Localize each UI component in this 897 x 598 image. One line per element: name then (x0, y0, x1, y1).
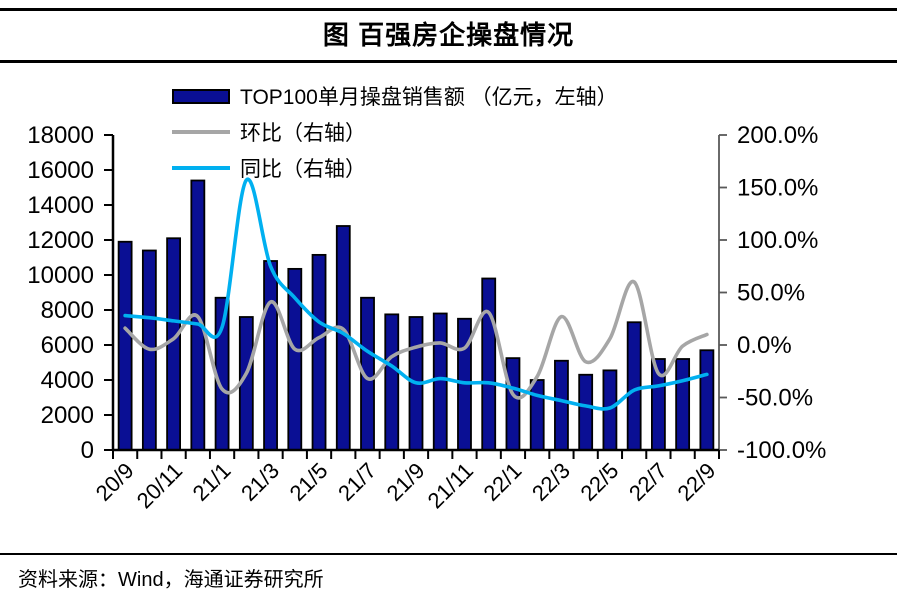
bar (384, 313, 400, 451)
x-axis-tick-label: 22/3 (527, 458, 575, 506)
bar (505, 357, 521, 451)
bar (554, 359, 569, 451)
mom-line (123, 280, 709, 400)
left-axis-tick-label: 0 (81, 437, 94, 464)
legend-item-bars: TOP100单月操盘销售额 （亿元，左轴） (172, 84, 618, 109)
x-axis-tick-label: 21/3 (236, 458, 284, 506)
x-axis-tick-label: 22/7 (624, 458, 672, 506)
right-axis-tick-label: -50.0% (737, 385, 813, 412)
legend-item-mom: 环比（右轴） (172, 120, 618, 145)
left-axis-tick-label: 8000 (41, 297, 94, 324)
bar (529, 379, 545, 451)
left-axis-tick-label: 12000 (27, 227, 94, 254)
legend-label-yoy: 同比（右轴） (240, 158, 366, 181)
source-note: 资料来源：Wind，海通证券研究所 (18, 569, 324, 591)
bar (626, 321, 642, 451)
legend-label-bars: TOP100单月操盘销售额 （亿元，左轴） (240, 86, 618, 109)
x-axis-tick-label: 21/7 (333, 458, 381, 506)
x-axis-tick-label: 21/5 (285, 458, 333, 506)
left-axis-tick-label: 6000 (41, 332, 94, 359)
x-axis-tick-label: 22/9 (672, 458, 720, 506)
x-axis-tick-label: 21/9 (382, 458, 430, 506)
left-axis-tick-label: 10000 (27, 262, 94, 289)
title-rule (0, 60, 897, 63)
bar (481, 277, 497, 451)
figure-title: 图 百强房企操盘情况 (322, 20, 575, 50)
bar (578, 373, 594, 451)
bar (166, 237, 182, 451)
footer-rule (0, 553, 897, 555)
x-axis-tick-label: 20/9 (91, 458, 139, 506)
bar (117, 240, 133, 451)
left-axis-tick-label: 14000 (27, 192, 94, 219)
bar (432, 312, 448, 451)
bar (311, 253, 327, 451)
bar (675, 358, 691, 451)
right-axis-tick-label: 150.0% (737, 175, 818, 202)
left-axis-tick-label: 16000 (27, 157, 94, 184)
legend-line-swatch-yoy (172, 166, 230, 170)
bar (263, 260, 278, 451)
right-axis-tick-label: -100.0% (737, 437, 826, 464)
x-axis-tick-label: 22/1 (479, 458, 527, 506)
legend-bar-swatch (172, 88, 230, 104)
right-axis-tick-label: 50.0% (737, 280, 805, 307)
left-axis-tick-label: 18000 (27, 122, 94, 149)
yoy-line (123, 177, 709, 411)
right-axis-tick-label: 200.0% (737, 122, 818, 149)
left-axis-tick-label: 4000 (41, 367, 94, 394)
right-axis-tick-label: 100.0% (737, 227, 818, 254)
x-axis-tick-label: 22/5 (575, 458, 623, 506)
x-axis-tick-label: 20/11 (132, 458, 187, 513)
legend-item-yoy: 同比（右轴） (172, 156, 618, 181)
legend-label-mom: 环比（右轴） (240, 122, 366, 145)
bar (699, 349, 715, 451)
right-axis-tick-label: 0.0% (737, 332, 792, 359)
x-axis-tick-label: 21/1 (188, 458, 236, 506)
chart-legend: TOP100单月操盘销售额 （亿元，左轴） 环比（右轴） 同比（右轴） (172, 84, 618, 192)
x-axis-tick-label: 21/11 (423, 458, 478, 513)
left-axis-tick-label: 2000 (41, 402, 94, 429)
legend-line-swatch-mom (172, 130, 230, 134)
top-rule (0, 8, 897, 11)
